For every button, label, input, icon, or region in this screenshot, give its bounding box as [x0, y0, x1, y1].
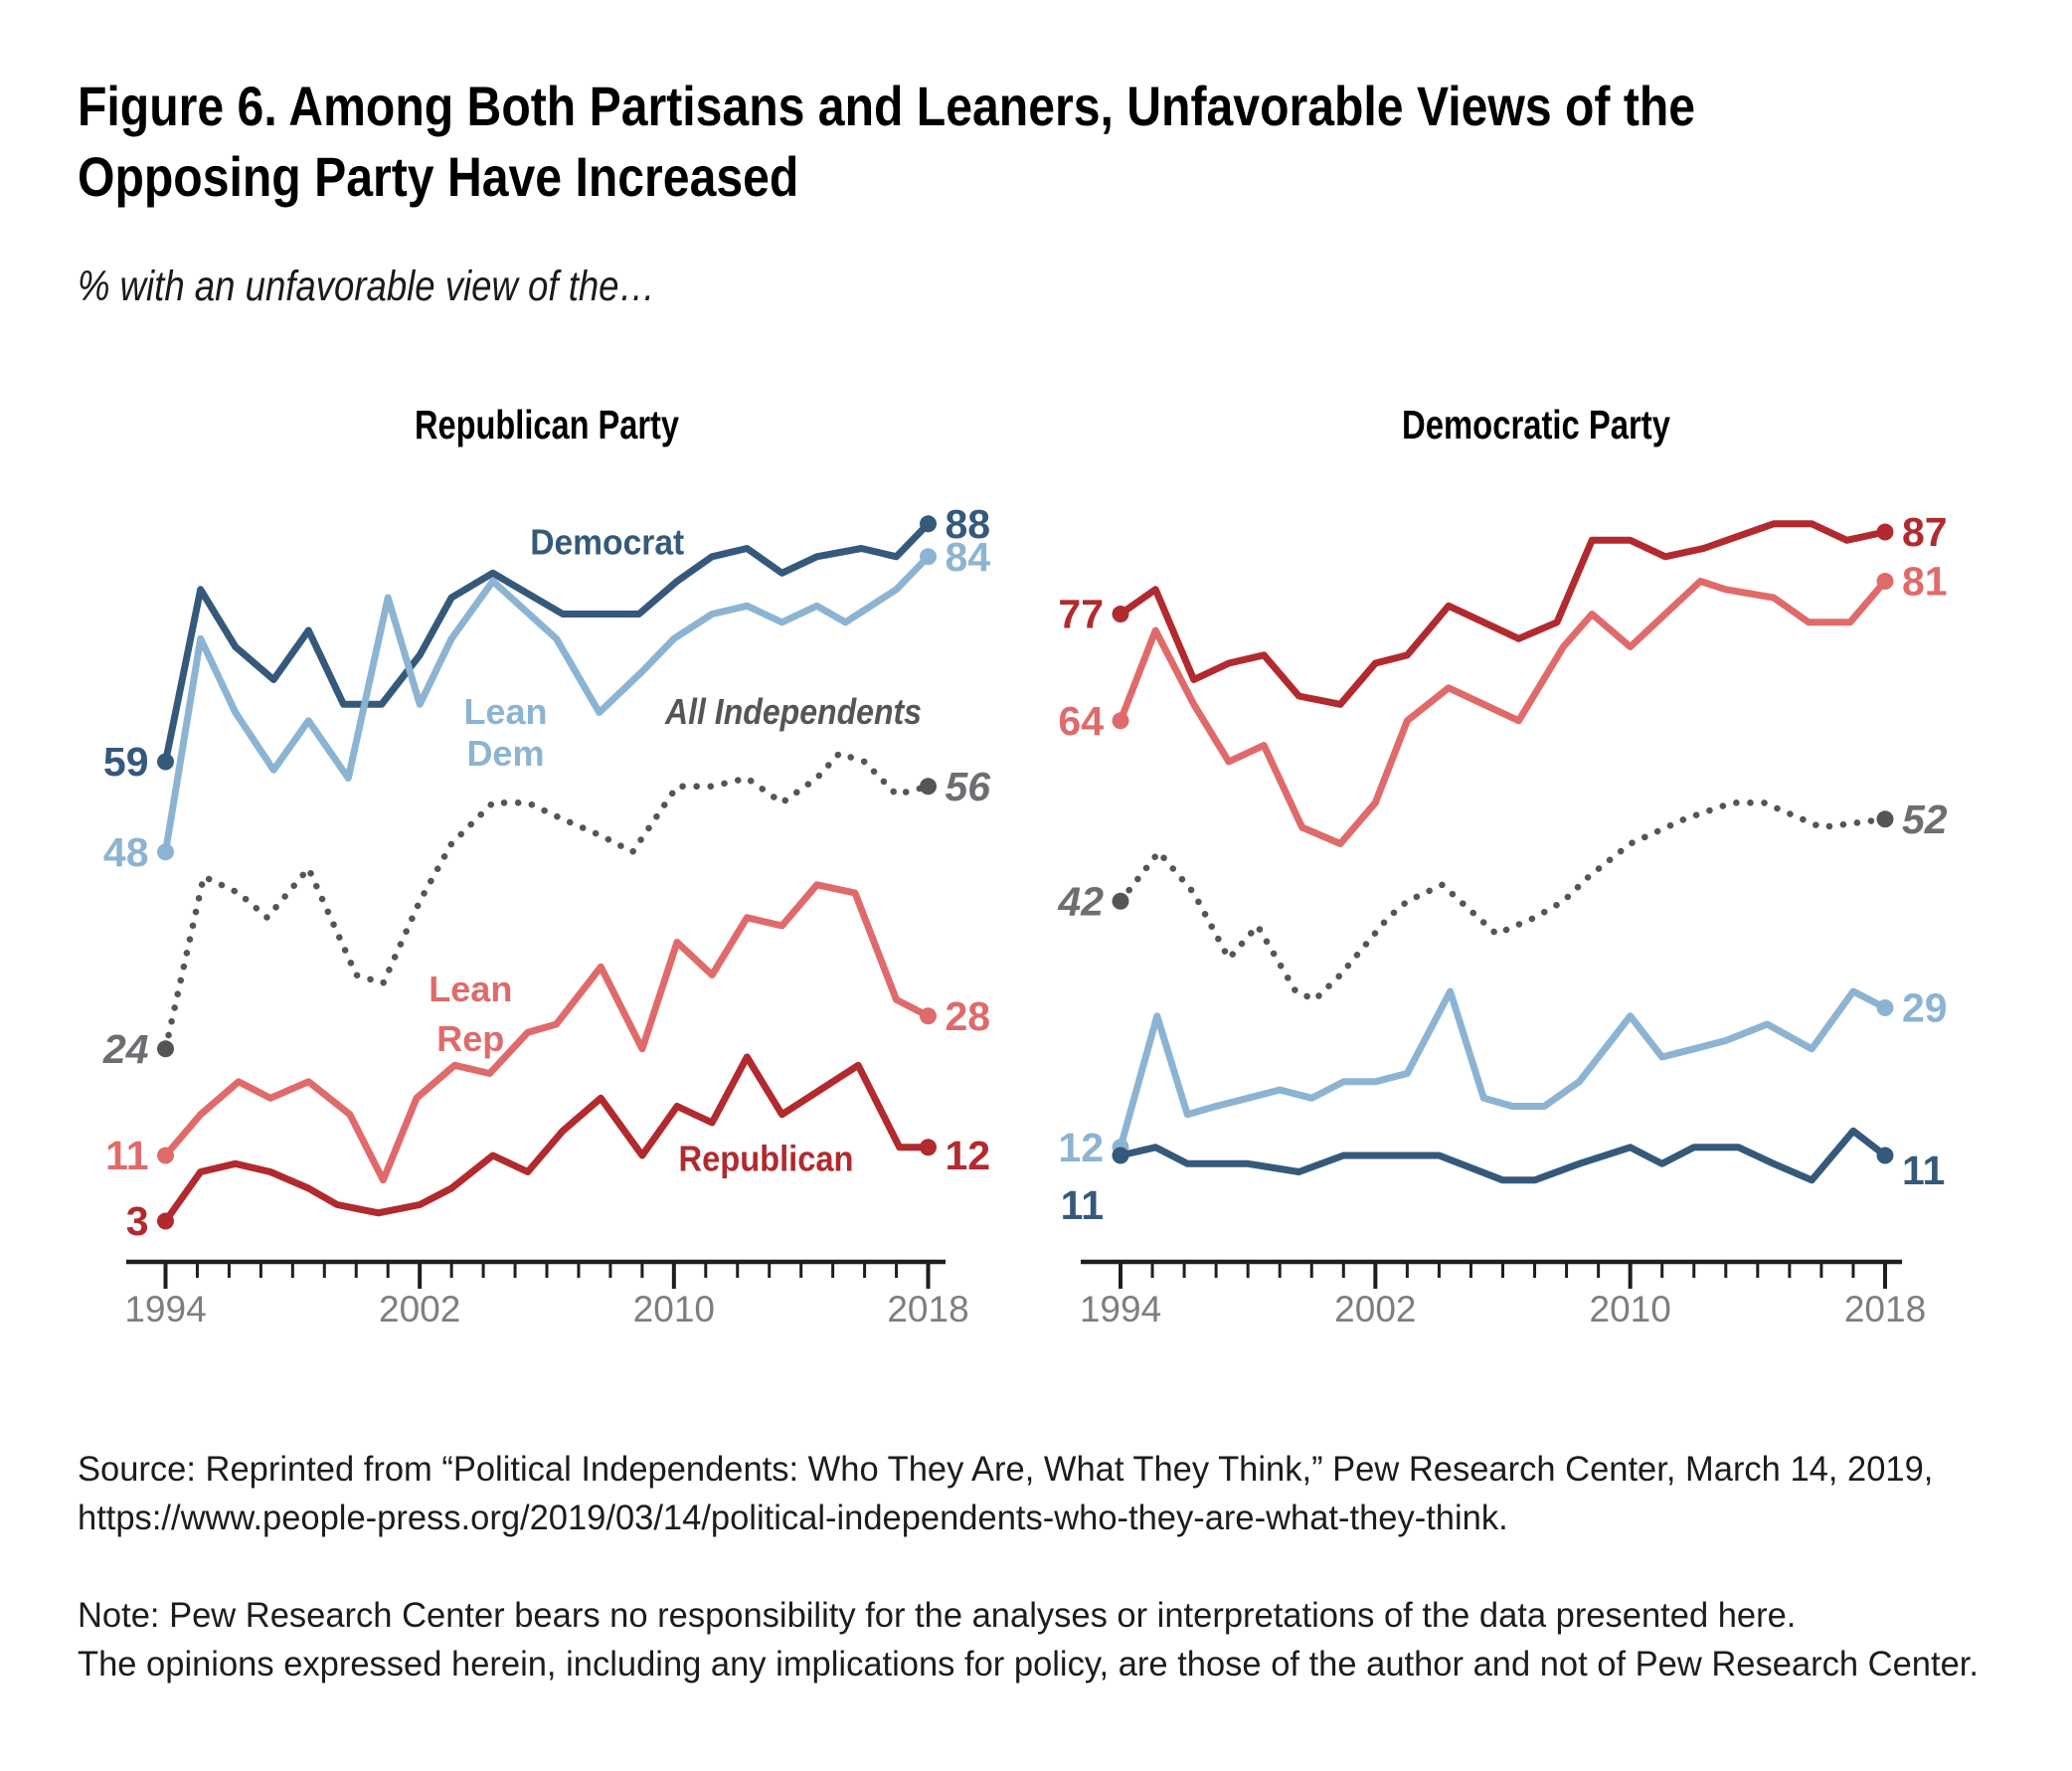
series-start-dot-lean-rep — [157, 1147, 174, 1164]
panel-title: Republican Party — [415, 402, 679, 447]
series-line-democrat — [162, 520, 932, 766]
series-end-value-lean-rep: 28 — [946, 993, 991, 1039]
series-end-dot-democrat — [1876, 1147, 1894, 1164]
series-end-dot-lean-dem — [1876, 999, 1894, 1017]
series-start-dot-democrat — [157, 753, 174, 771]
series-line-lean-rep — [162, 881, 932, 1184]
series-label-line-lean-dem-1: Dem — [466, 733, 544, 774]
series-end-dot-all-independents — [920, 778, 937, 796]
series-start-value-all-independents: 42 — [1057, 878, 1104, 924]
series-line-lean-dem — [162, 553, 932, 856]
series-end-value-democrat: 88 — [946, 501, 991, 547]
figure-title: Figure 6. Among Both Partisans and Leane… — [78, 71, 1695, 212]
panel-republican-party: Republican Party 1994 2002 2010 2018 59 88 Demo… — [102, 402, 991, 1329]
series-line-democrat — [1117, 1127, 1889, 1184]
series-label-line-lean-rep-0: Lean — [429, 969, 512, 1009]
series-end-dot-republican — [1876, 523, 1894, 541]
series-end-dot-lean-dem — [920, 548, 937, 566]
figure-subtitle: % with an unfavorable view of the… — [78, 263, 656, 310]
series-label-line-all-independents-0: All Independents — [664, 691, 922, 732]
series-label-all-independents: All Independents — [664, 691, 922, 732]
series-start-value-republican: 77 — [1058, 592, 1104, 637]
series-end-value-all-independents: 52 — [1902, 797, 1948, 842]
source-line1: Source: Reprinted from “Political Indepe… — [78, 1450, 1934, 1489]
series-line-republican — [162, 1053, 932, 1225]
series-line-all-independents — [1117, 799, 1889, 1003]
series-line-all-independents — [162, 750, 932, 1053]
series-start-value-lean-rep: 11 — [105, 1133, 148, 1178]
note-line2: The opinions expressed herein, including… — [78, 1645, 1979, 1683]
series-start-dot-lean-dem — [157, 843, 174, 861]
series-start-dot-all-independents — [1112, 892, 1129, 910]
series-label-democrat: Democrat — [530, 521, 684, 562]
series-start-dot-democrat — [1112, 1147, 1129, 1164]
figure-title-line1: Figure 6. Among Both Partisans and Leane… — [78, 75, 1696, 137]
series-start-value-democrat: 59 — [103, 739, 149, 785]
series-start-value-democrat: 11 — [1061, 1182, 1104, 1228]
series-end-value-democrat: 11 — [1902, 1148, 1945, 1193]
series-start-dot-republican — [1112, 606, 1129, 623]
series-end-value-all-independents: 56 — [946, 764, 992, 809]
series-end-dot-lean-rep — [1876, 573, 1894, 591]
series-end-dot-lean-rep — [920, 1007, 937, 1025]
x-axis-tick-label: 2002 — [1334, 1289, 1416, 1329]
x-axis-tick-label: 2002 — [379, 1289, 460, 1329]
series-start-dot-lean-rep — [1112, 712, 1129, 730]
panel-title: Democratic Party — [1402, 402, 1670, 447]
series-end-value-lean-dem: 29 — [1902, 985, 1948, 1031]
series-end-value-lean-dem: 84 — [946, 534, 991, 580]
source-line2: https://www.people-press.org/2019/03/14/… — [78, 1499, 1508, 1537]
series-end-value-republican: 87 — [1902, 509, 1948, 555]
series-line-republican — [1117, 520, 1889, 708]
series-end-dot-republican — [920, 1139, 937, 1156]
series-end-value-republican: 12 — [946, 1133, 991, 1178]
x-axis-tick-label: 2010 — [633, 1289, 715, 1329]
series-label-line-lean-rep-1: Rep — [436, 1018, 504, 1059]
x-axis-tick-label: 2018 — [1844, 1289, 1926, 1329]
x-axis-tick-label: 2018 — [887, 1289, 968, 1329]
series-label-republican: Republican — [679, 1139, 854, 1179]
series-start-dot-all-independents — [157, 1040, 174, 1058]
series-end-value-lean-rep: 81 — [1902, 559, 1948, 605]
series-start-value-lean-dem: 48 — [103, 829, 149, 875]
series-label-line-lean-dem-0: Lean — [463, 691, 547, 732]
series-end-dot-all-independents — [1876, 810, 1894, 828]
x-axis-tick-label: 1994 — [1080, 1289, 1161, 1329]
x-axis-tick-label: 2010 — [1590, 1289, 1671, 1329]
note-line1: Note: Pew Research Center bears no respo… — [78, 1596, 1797, 1635]
series-label-lean-rep: Lean Rep — [429, 969, 512, 1059]
figure-title-line2: Opposing Party Have Increased — [78, 145, 799, 208]
series-start-value-republican: 3 — [126, 1198, 149, 1244]
series-label-lean-dem: Lean Dem — [463, 691, 547, 774]
series-label-line-democrat-0: Democrat — [530, 521, 684, 562]
note-text: Note: Pew Research Center bears no respo… — [78, 1591, 1979, 1688]
series-label-line-republican-0: Republican — [679, 1139, 854, 1179]
series-start-value-lean-rep: 64 — [1058, 698, 1104, 744]
series-end-dot-democrat — [920, 515, 937, 533]
source-text: Source: Reprinted from “Political Indepe… — [78, 1445, 1933, 1542]
series-start-value-all-independents: 24 — [102, 1026, 149, 1072]
series-line-lean-rep — [1117, 578, 1889, 847]
series-start-dot-republican — [157, 1212, 174, 1230]
x-axis-tick-label: 1994 — [124, 1289, 206, 1329]
series-line-lean-dem — [1117, 987, 1889, 1151]
panel-democratic-party: Democratic Party 1994 2002 2010 2018 77 87 64 81… — [1057, 402, 1947, 1329]
series-start-value-lean-dem: 12 — [1058, 1125, 1104, 1170]
